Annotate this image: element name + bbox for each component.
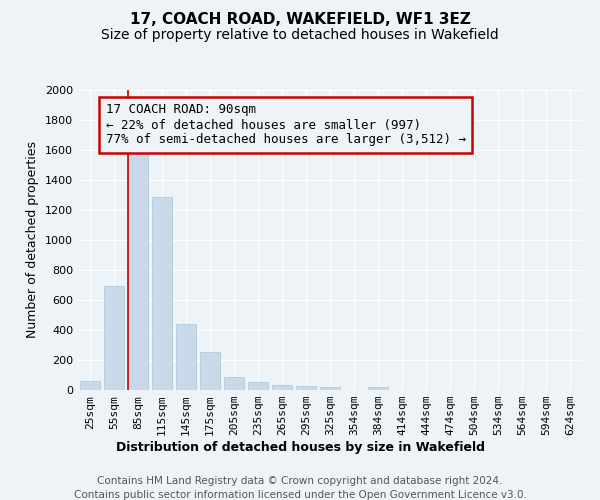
Y-axis label: Number of detached properties: Number of detached properties	[26, 142, 40, 338]
Bar	[296, 386, 316, 390]
Text: 17, COACH ROAD, WAKEFIELD, WF1 3EZ: 17, COACH ROAD, WAKEFIELD, WF1 3EZ	[130, 12, 470, 28]
Bar	[368, 388, 388, 390]
Bar	[224, 376, 244, 390]
Bar	[176, 324, 196, 390]
Bar	[152, 197, 172, 390]
Text: 17 COACH ROAD: 90sqm
← 22% of detached houses are smaller (997)
77% of semi-deta: 17 COACH ROAD: 90sqm ← 22% of detached h…	[106, 104, 466, 146]
Bar	[128, 145, 148, 390]
Bar	[200, 352, 220, 390]
Text: Distribution of detached houses by size in Wakefield: Distribution of detached houses by size …	[115, 441, 485, 454]
Bar	[248, 382, 268, 390]
Bar	[104, 286, 124, 390]
Bar	[272, 385, 292, 390]
Text: Contains HM Land Registry data © Crown copyright and database right 2024.
Contai: Contains HM Land Registry data © Crown c…	[74, 476, 526, 500]
Bar	[320, 388, 340, 390]
Text: Size of property relative to detached houses in Wakefield: Size of property relative to detached ho…	[101, 28, 499, 42]
Bar	[80, 381, 100, 390]
